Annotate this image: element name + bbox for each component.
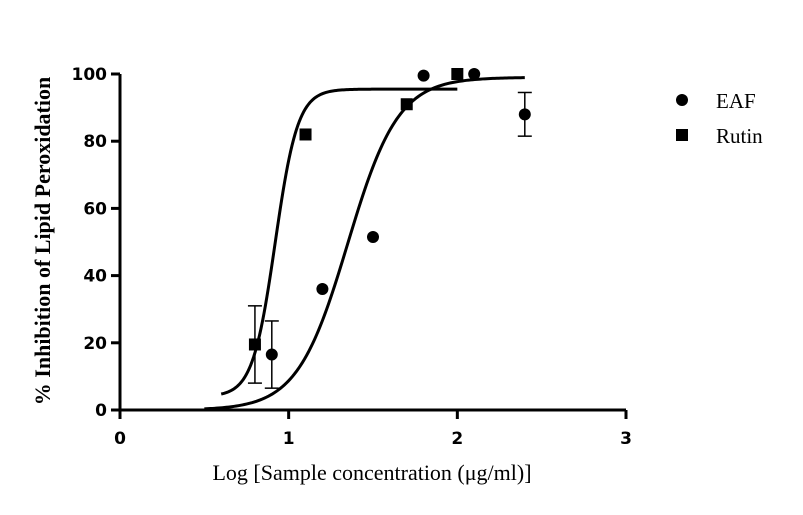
y-tick-label: 0: [95, 401, 107, 421]
point-eaf: [316, 283, 329, 296]
point-eaf: [265, 348, 278, 361]
point-rutin: [400, 98, 413, 111]
x-tick-label: 1: [283, 429, 295, 449]
x-tick-label: 2: [451, 429, 463, 449]
legend-label-eaf: EAF: [716, 89, 756, 113]
legend-label-rutin: Rutin: [716, 124, 763, 148]
legend: EAF Rutin: [676, 89, 763, 148]
y-tick-label: 100: [72, 65, 108, 85]
y-tick-label: 40: [83, 267, 107, 287]
y-axis: 0 20 40 60 80 100: [72, 65, 122, 421]
x-axis: 0 1 2 3: [114, 408, 632, 449]
point-eaf: [518, 108, 531, 121]
x-axis-title: Log [Sample concentration (μg/ml)]: [212, 460, 531, 485]
point-rutin: [248, 338, 261, 351]
fit-curve-eaf: [204, 76, 525, 411]
x-tick-label: 0: [114, 429, 126, 449]
x-tick-label: 3: [620, 429, 632, 449]
fit-curve-rutin: [220, 87, 458, 396]
y-tick-label: 60: [83, 199, 107, 219]
legend-marker-rutin: [676, 129, 688, 141]
point-eaf: [367, 230, 379, 243]
y-tick-label: 80: [83, 132, 107, 152]
legend-marker-eaf: [676, 94, 688, 106]
data-points: [248, 68, 531, 361]
error-bars: [247, 91, 532, 389]
point-eaf: [468, 68, 481, 80]
point-eaf: [417, 69, 430, 82]
point-rutin: [451, 68, 464, 80]
y-axis-title: % Inhibition of Lipid Peroxidation: [30, 77, 55, 405]
fit-curves: [204, 76, 525, 411]
point-rutin: [299, 128, 312, 141]
y-tick-label: 20: [83, 334, 107, 354]
